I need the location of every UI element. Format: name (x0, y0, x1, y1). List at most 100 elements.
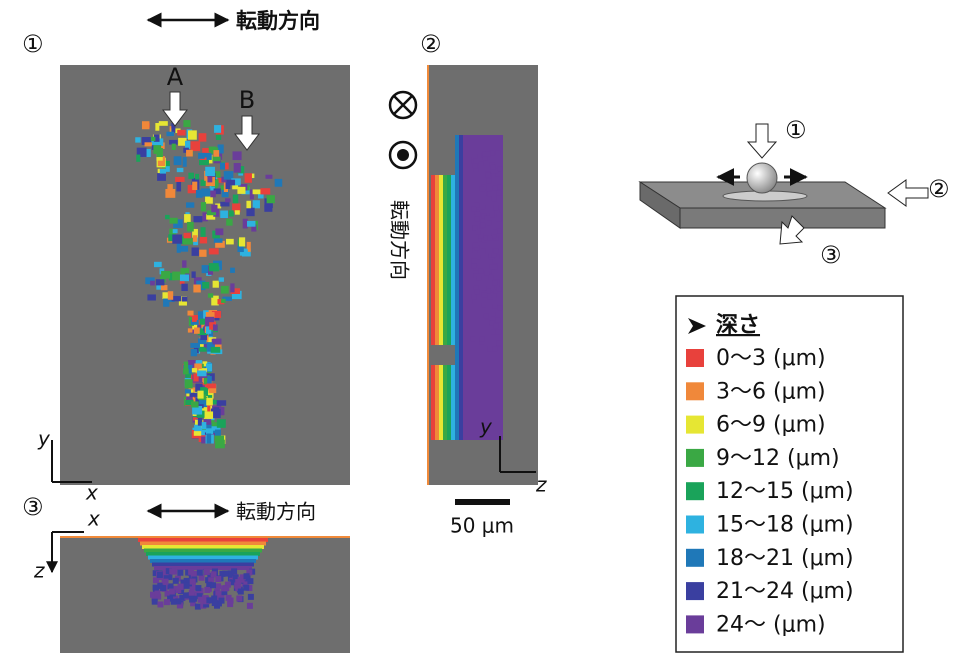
damage-pixel (173, 229, 178, 233)
damage-pixel (476, 230, 481, 235)
damage-pixel (212, 157, 220, 162)
damage-pixel (211, 205, 217, 212)
damage-pixel (222, 571, 228, 577)
damage-pixel (487, 236, 492, 241)
damage-pixel (492, 280, 497, 285)
damage-layer (138, 538, 268, 542)
damage-pixel (209, 263, 219, 271)
damage-pixel (199, 160, 209, 165)
damage-pixel (184, 214, 191, 223)
damage-pixel (184, 583, 190, 589)
damage-pixel (173, 578, 179, 584)
damage-pixel (183, 592, 189, 598)
damage-pixel (187, 222, 194, 232)
damage-pixel (183, 238, 193, 244)
damage-pixel (151, 137, 156, 141)
damage-pixel (213, 339, 222, 345)
damage-layer (431, 175, 435, 345)
damage-pixel (236, 596, 242, 602)
damage-pixel (197, 370, 206, 376)
legend-swatch (686, 516, 704, 534)
damage-pixel (215, 583, 221, 589)
damage-pixel (190, 343, 200, 348)
damage-pixel (243, 219, 248, 229)
damage-pixel (192, 182, 197, 190)
damage-pixel (145, 142, 153, 146)
damage-pixel (226, 239, 234, 245)
damage-pixel (210, 191, 216, 198)
damage-pixel (154, 590, 160, 596)
panel-label: ① (22, 30, 44, 58)
damage-pixel (156, 279, 165, 285)
damage-pixel (207, 176, 212, 182)
damage-pixel (150, 281, 155, 286)
axis-label: z (33, 559, 45, 583)
damage-pixel (164, 599, 170, 605)
damage-pixel (159, 121, 168, 126)
damage-pixel (493, 205, 498, 210)
legend-label: 24～ (μm) (716, 612, 826, 637)
legend-label: 15～18 (μm) (716, 513, 854, 538)
damage-layer (144, 549, 262, 553)
damage-pixel (472, 294, 477, 299)
damage-pixel (168, 291, 173, 300)
damage-pixel (487, 346, 492, 351)
damage-layer (459, 135, 463, 345)
damage-pixel (234, 163, 241, 173)
damage-pixel (163, 579, 169, 585)
legend-swatch (686, 482, 704, 500)
damage-pixel (176, 182, 181, 191)
damage-pixel (267, 195, 275, 203)
damage-pixel (220, 163, 225, 170)
damage-pixel (491, 269, 496, 274)
axis-label: x (85, 481, 98, 505)
damage-pixel (169, 588, 175, 594)
damage-pixel (230, 283, 234, 292)
damage-pixel (182, 260, 186, 267)
damage-pixel (188, 328, 193, 332)
marker-label: A (167, 63, 184, 91)
damage-pixel (179, 246, 188, 252)
damage-pixel (193, 285, 200, 293)
damage-pixel (191, 401, 198, 407)
schematic-label: ① (785, 116, 807, 144)
damage-pixel (208, 293, 213, 297)
damage-pixel (472, 154, 477, 159)
damage-layer (455, 135, 459, 345)
damage-pixel (484, 313, 489, 318)
damage-pixel (219, 598, 225, 604)
damage-pixel (194, 363, 201, 368)
legend-swatch (686, 549, 704, 567)
damage-pixel (177, 570, 183, 576)
damage-pixel (185, 389, 191, 393)
damage-pixel (186, 150, 193, 157)
damage-pixel (214, 125, 221, 133)
damage-pixel (214, 238, 223, 242)
damage-pixel (198, 153, 205, 159)
damage-pixel (170, 218, 178, 224)
damage-layer (455, 325, 459, 440)
damage-pixel (481, 302, 486, 307)
legend-label: 18～21 (μm) (716, 546, 854, 571)
damage-pixel (221, 286, 229, 294)
damage-pixel (193, 216, 202, 222)
damage-pixel (482, 191, 487, 196)
damage-pixel (497, 185, 502, 190)
damage-pixel (193, 235, 197, 242)
damage-pixel (199, 250, 206, 257)
damage-pixel (472, 258, 477, 263)
damage-pixel (187, 311, 193, 316)
damage-pixel (177, 168, 184, 172)
damage-pixel (198, 418, 202, 426)
damage-pixel (471, 263, 476, 268)
damage-pixel (231, 568, 237, 574)
damage-pixel (174, 156, 182, 165)
damage-pixel (493, 323, 498, 328)
legend-label: 12～15 (μm) (716, 479, 854, 504)
legend-swatch (686, 615, 704, 633)
damage-layer (142, 545, 264, 549)
damage-layer (150, 559, 256, 563)
damage-pixel (237, 246, 243, 252)
damage-pixel (473, 159, 478, 164)
damage-pixel (238, 589, 244, 595)
